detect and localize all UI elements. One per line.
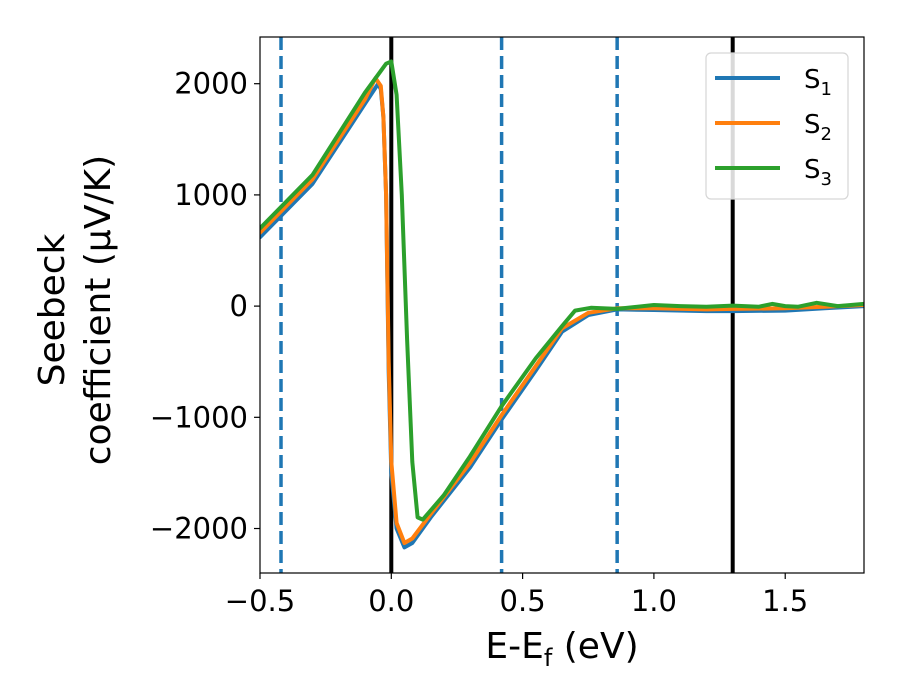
series-line-s2 <box>260 76 864 545</box>
y-tick-label: 1000 <box>174 178 248 212</box>
legend: S1 S2 S3 <box>705 52 849 200</box>
x-axis-title: E-Ef (eV) <box>485 626 638 672</box>
y-axis-title-line1: Seebeck <box>32 233 73 386</box>
y-axis-title-line2: coefficient (μV/K) <box>78 155 119 465</box>
y-axis-title: Seebeck coefficient (μV/K) <box>32 155 119 465</box>
legend-label-s2: S2 <box>804 110 832 145</box>
plot-frame <box>259 36 865 574</box>
y-tick-label: 2000 <box>174 67 248 101</box>
x-tick-label: 1.5 <box>762 584 808 618</box>
legend-box <box>705 52 849 200</box>
y-tick-label: −1000 <box>150 400 248 434</box>
x-axis-ticks: −0.5 0.0 0.5 1.0 1.5 <box>225 573 808 618</box>
y-axis-ticks: 2000 1000 0 −1000 −2000 <box>150 67 260 546</box>
y-tick-label: −2000 <box>150 512 248 546</box>
x-tick-label: 1.0 <box>631 584 677 618</box>
legend-label-s1: S1 <box>804 65 832 100</box>
series-line-s3 <box>260 59 864 522</box>
legend-label-s3: S3 <box>804 155 832 190</box>
x-tick-label: 0.5 <box>500 584 546 618</box>
y-tick-label: 0 <box>230 289 248 323</box>
x-tick-label: 0.0 <box>368 584 414 618</box>
series-lines <box>260 59 864 550</box>
x-tick-label: −0.5 <box>225 584 295 618</box>
